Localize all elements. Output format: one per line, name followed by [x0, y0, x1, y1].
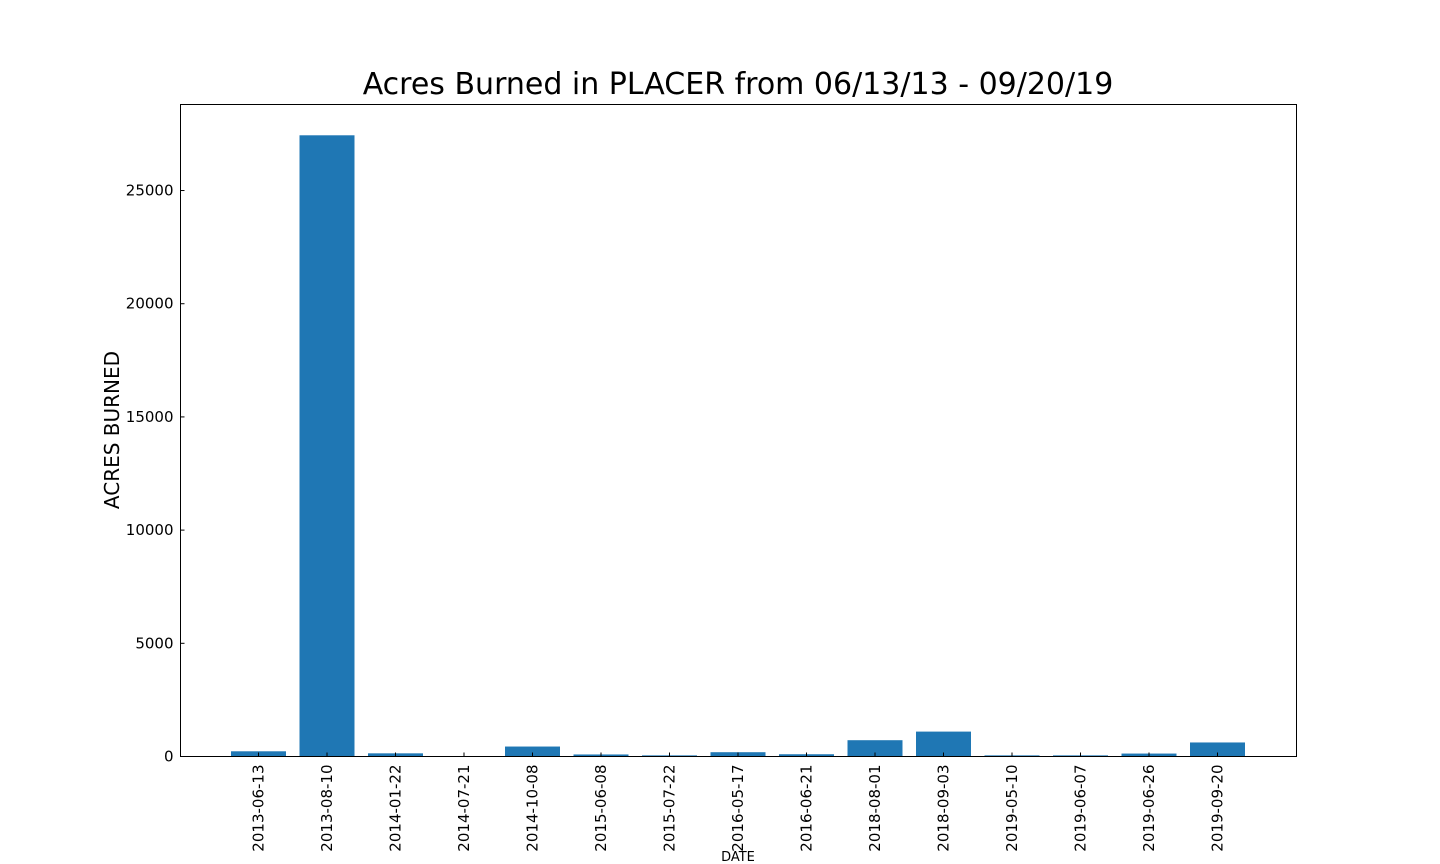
y-tick-label: 25000	[126, 182, 174, 200]
bar-2013-08-10	[299, 135, 355, 757]
y-tick-label: 5000	[135, 634, 173, 652]
bar-2018-08-01	[847, 740, 903, 757]
x-axis-label: DATE	[721, 850, 755, 864]
bar-2018-09-03	[916, 731, 971, 757]
bar-2019-09-20	[1190, 742, 1245, 757]
x-axis: 2013-06-13 2013-08-10 2014-01-22 2014-07-21…	[250, 752, 1227, 852]
x-tick-label: 2015-06-08	[592, 765, 610, 852]
chart-title: Acres Burned in PLACER from 06/13/13 - 0…	[363, 67, 1114, 102]
x-tick-label: 2015-07-22	[661, 765, 679, 852]
y-axis: 0 5000 10000 15000 20000 25000	[126, 182, 185, 766]
y-tick-label: 0	[164, 748, 174, 766]
x-tick-label: 2019-05-10	[1003, 765, 1021, 852]
x-tick-label: 2014-07-21	[455, 765, 473, 852]
x-tick-label: 2016-06-21	[798, 765, 816, 852]
y-tick-label: 15000	[126, 408, 174, 426]
x-tick-label: 2019-06-07	[1072, 765, 1090, 852]
bars-layer	[231, 135, 1245, 757]
x-tick-label: 2019-06-26	[1140, 765, 1158, 852]
x-tick-label: 2018-08-01	[866, 765, 884, 852]
x-tick-label: 2013-08-10	[318, 765, 336, 852]
x-tick-label: 2019-09-20	[1209, 765, 1227, 852]
bar-2014-10-08	[505, 746, 560, 757]
x-tick-label: 2018-09-03	[935, 765, 953, 852]
x-tick-label: 2013-06-13	[250, 765, 268, 852]
y-tick-label: 10000	[126, 521, 174, 539]
x-tick-label: 2016-05-17	[729, 765, 747, 852]
y-tick-label: 20000	[126, 295, 174, 313]
y-axis-label: ACRES BURNED	[100, 351, 124, 509]
plot-frame	[180, 104, 1297, 757]
x-tick-label: 2014-01-22	[387, 765, 405, 852]
x-tick-label: 2014-10-08	[524, 765, 542, 852]
